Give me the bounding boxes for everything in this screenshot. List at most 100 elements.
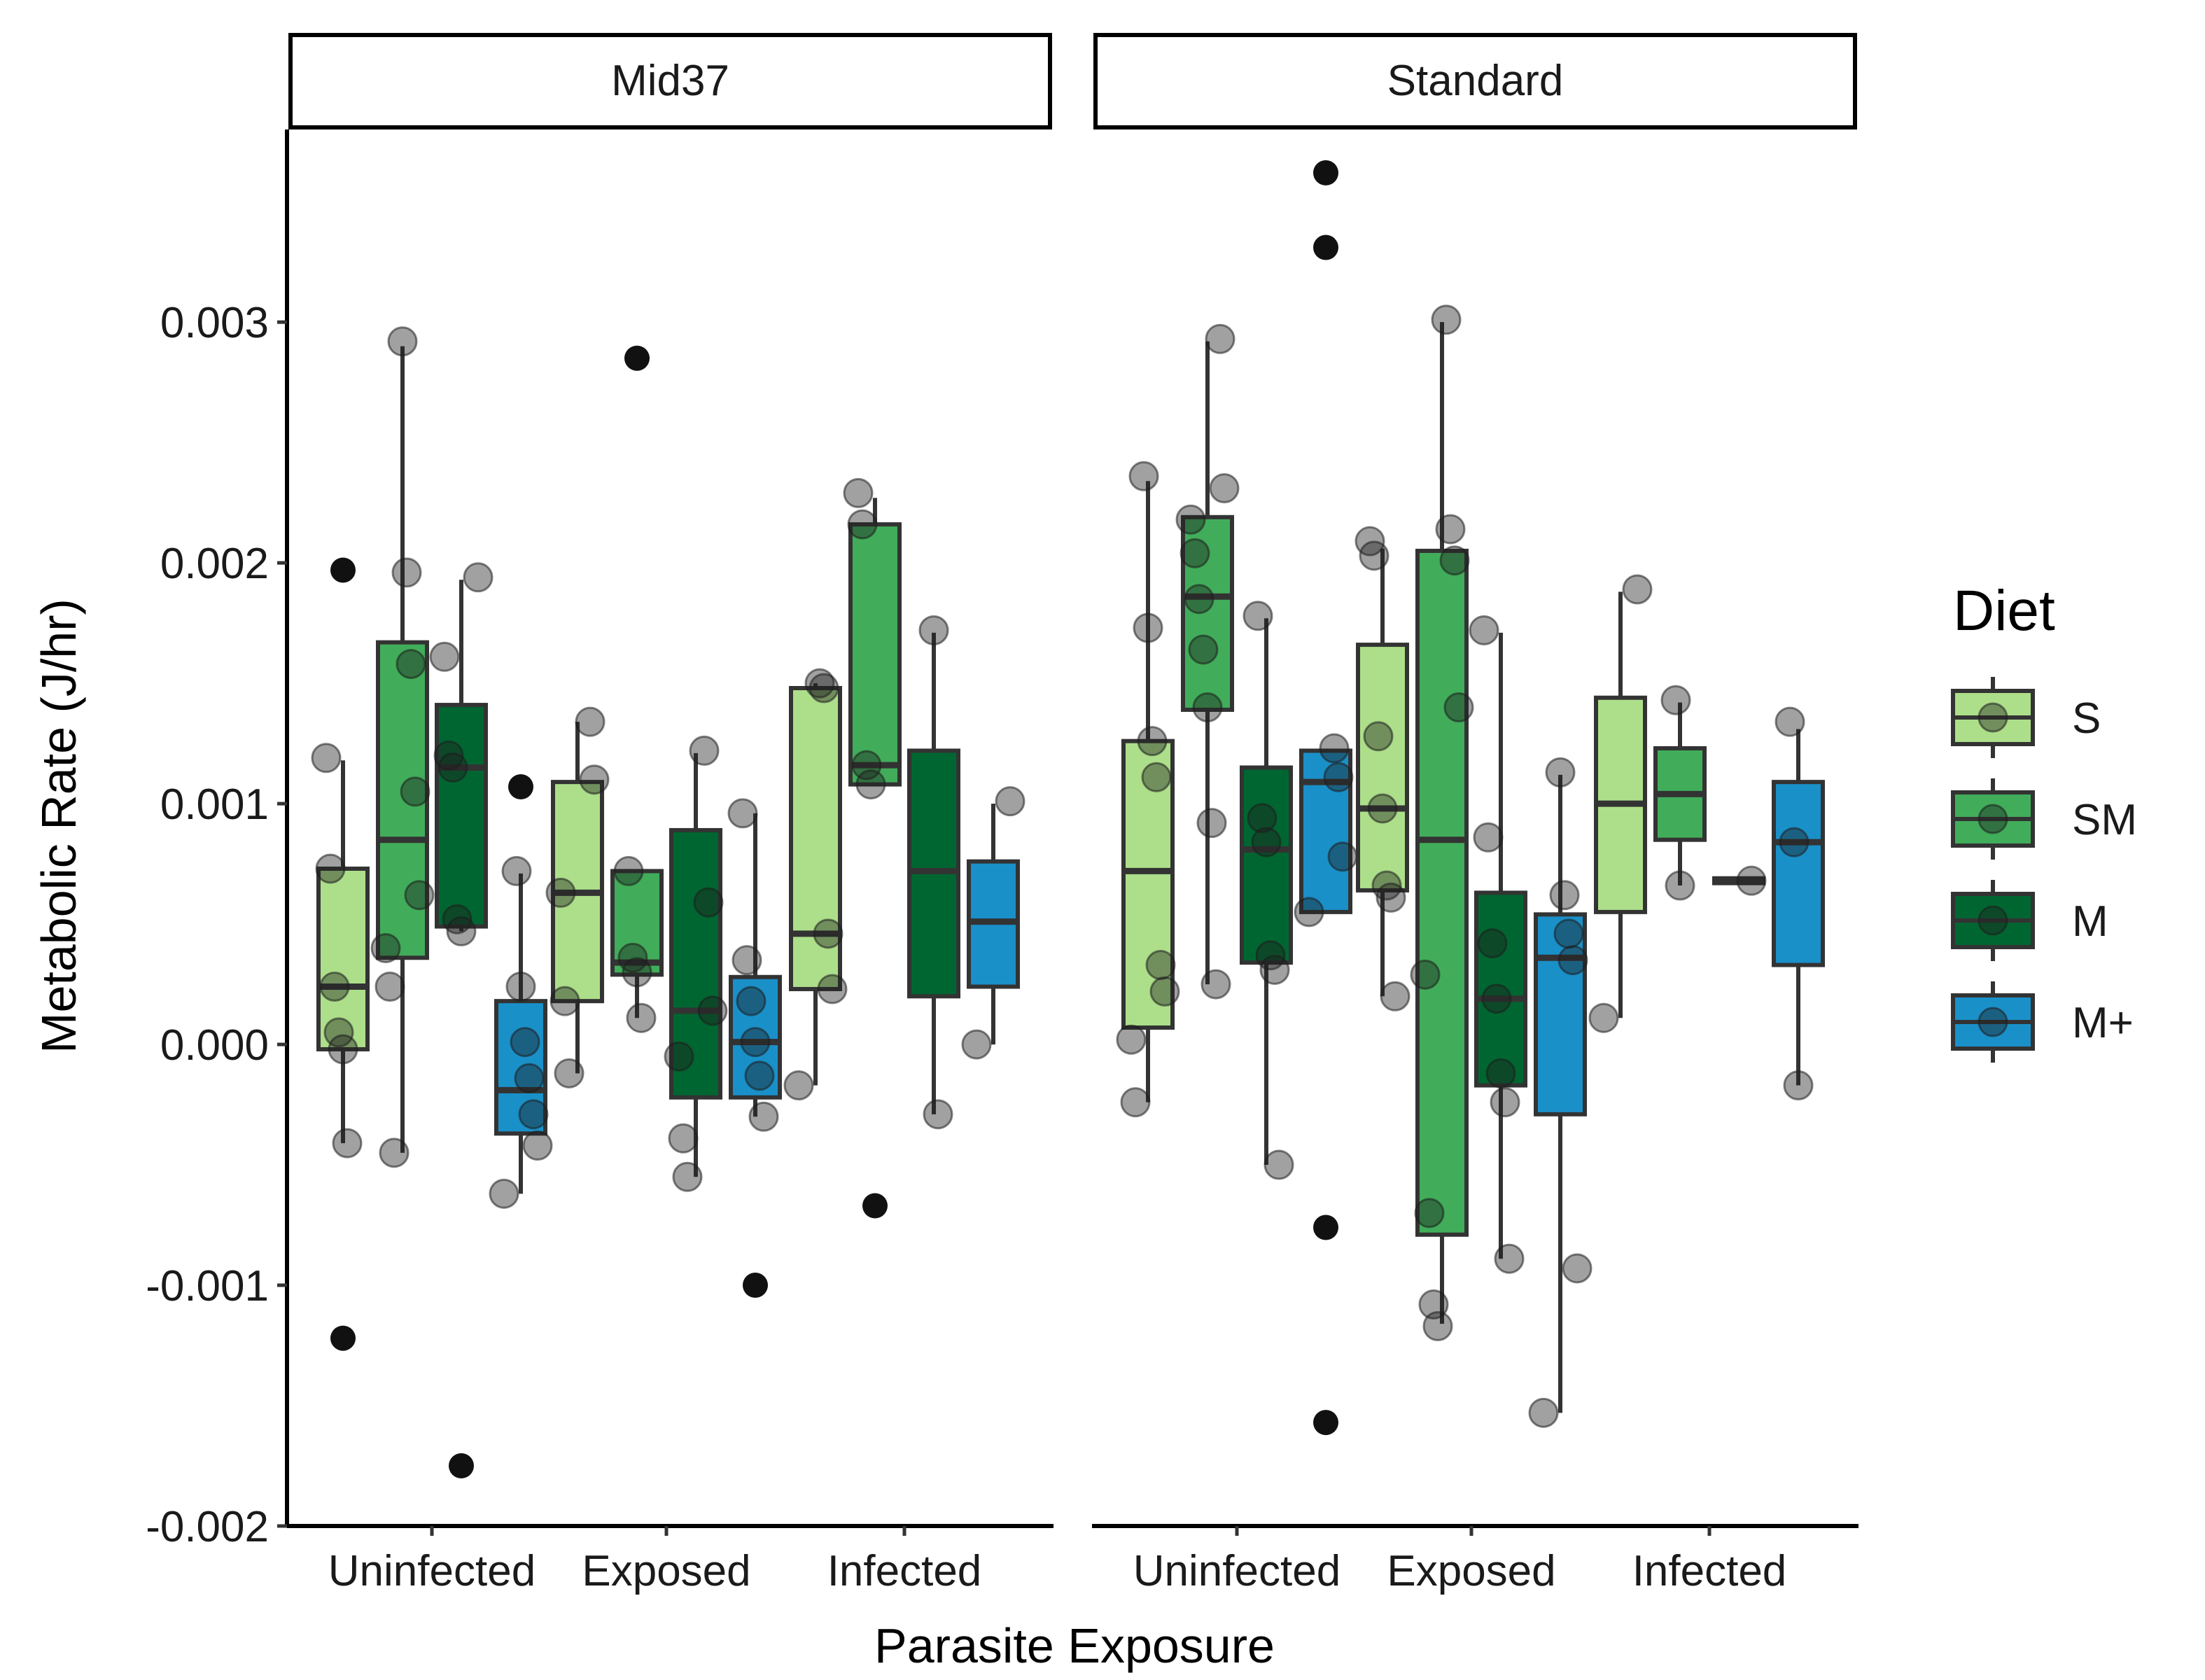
box-body bbox=[1772, 780, 1825, 967]
box-body bbox=[1299, 748, 1352, 914]
data-point bbox=[808, 673, 839, 704]
data-point bbox=[1264, 1149, 1294, 1180]
data-point bbox=[328, 1034, 358, 1065]
box-group bbox=[1354, 526, 1410, 1011]
data-point bbox=[668, 1123, 699, 1154]
box-group bbox=[1240, 601, 1294, 1180]
legend-key-point bbox=[1977, 905, 2008, 936]
data-point bbox=[319, 972, 350, 1002]
data-point bbox=[1363, 721, 1394, 752]
box-group bbox=[370, 326, 435, 1168]
box-group bbox=[1588, 574, 1653, 1033]
facet-strip-label: Mid37 bbox=[611, 57, 729, 105]
data-point bbox=[1660, 685, 1691, 715]
data-point bbox=[1200, 969, 1231, 1000]
legend-key-point bbox=[1977, 702, 2008, 733]
box-group bbox=[1294, 160, 1358, 1436]
data-point bbox=[1205, 323, 1236, 354]
data-point bbox=[1184, 584, 1214, 615]
box-body bbox=[1415, 548, 1469, 1237]
data-point bbox=[1242, 601, 1273, 631]
data-point bbox=[689, 735, 720, 766]
data-point bbox=[855, 769, 886, 800]
box-outlier bbox=[1313, 160, 1338, 186]
data-point bbox=[374, 972, 405, 1002]
data-point bbox=[1196, 808, 1227, 839]
data-point bbox=[315, 853, 346, 884]
data-point bbox=[1120, 1087, 1151, 1118]
legend-key bbox=[1951, 880, 2035, 961]
data-point bbox=[672, 1161, 703, 1192]
box-group bbox=[489, 774, 553, 1209]
data-point bbox=[1422, 1311, 1453, 1342]
legend-title: Diet bbox=[1953, 579, 2055, 643]
plot-marks bbox=[311, 160, 1825, 1479]
data-point bbox=[1323, 762, 1354, 792]
data-point bbox=[391, 557, 422, 588]
data-point bbox=[748, 1101, 779, 1132]
data-point bbox=[396, 649, 426, 680]
box-group bbox=[843, 477, 902, 1219]
data-point bbox=[429, 641, 460, 672]
data-point bbox=[1443, 692, 1474, 723]
data-point bbox=[1410, 959, 1441, 990]
data-point bbox=[851, 750, 882, 780]
data-point bbox=[1490, 1087, 1520, 1118]
box-group bbox=[545, 706, 610, 1088]
facet-strips: Mid37 Standard bbox=[288, 33, 1857, 130]
box-group bbox=[610, 345, 664, 1033]
box-outlier bbox=[449, 1453, 474, 1479]
data-point bbox=[847, 509, 878, 540]
box-group bbox=[1469, 615, 1527, 1274]
box-outlier bbox=[508, 774, 533, 800]
data-point bbox=[1783, 1070, 1814, 1101]
data-point bbox=[1192, 692, 1223, 723]
data-point bbox=[1736, 865, 1767, 896]
box-group bbox=[1653, 685, 1707, 901]
box-outlier bbox=[330, 1325, 356, 1351]
x-tick-label: Uninfected bbox=[1133, 1547, 1340, 1595]
data-point bbox=[501, 855, 532, 886]
data-point bbox=[1562, 1253, 1592, 1284]
legend-key bbox=[1951, 981, 2035, 1063]
box-outlier bbox=[862, 1193, 888, 1219]
facet-strip-label: Standard bbox=[1387, 57, 1564, 105]
box-group bbox=[429, 562, 493, 1479]
data-point bbox=[1116, 1024, 1147, 1055]
data-point bbox=[961, 1029, 992, 1060]
data-point bbox=[736, 986, 766, 1016]
data-point bbox=[813, 918, 844, 949]
box-body bbox=[376, 640, 429, 960]
box-outlier bbox=[330, 557, 356, 583]
data-point bbox=[664, 1041, 694, 1072]
data-point bbox=[923, 1099, 953, 1130]
data-point bbox=[918, 615, 949, 645]
data-point bbox=[545, 877, 576, 908]
data-point bbox=[463, 562, 493, 593]
data-point bbox=[804, 668, 835, 699]
data-point bbox=[732, 945, 762, 976]
data-point bbox=[626, 1002, 657, 1033]
data-point bbox=[1481, 983, 1512, 1014]
box-group bbox=[1410, 304, 1474, 1342]
data-point bbox=[579, 764, 610, 795]
data-point bbox=[1327, 841, 1358, 872]
data-point bbox=[1494, 1243, 1525, 1274]
facet-strip-box bbox=[1093, 33, 1857, 130]
data-point bbox=[1774, 706, 1805, 737]
legend-key-point bbox=[1977, 804, 2008, 834]
x-tick-label: Exposed bbox=[1387, 1547, 1555, 1595]
data-point bbox=[1473, 822, 1504, 853]
data-point bbox=[1133, 612, 1163, 643]
data-point bbox=[1439, 545, 1470, 576]
box-group bbox=[961, 786, 1026, 1060]
box-body bbox=[1240, 765, 1293, 965]
y-tick-label: 0.003 bbox=[160, 299, 269, 347]
legend-label: M bbox=[2072, 897, 2108, 946]
data-point bbox=[1367, 793, 1398, 824]
data-point bbox=[575, 706, 606, 737]
box-body bbox=[669, 827, 722, 1100]
data-point bbox=[1141, 762, 1172, 792]
data-point bbox=[995, 786, 1026, 817]
